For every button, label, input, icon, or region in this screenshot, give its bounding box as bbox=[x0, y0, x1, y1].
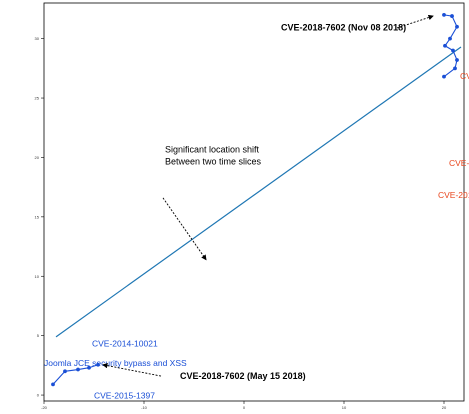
y-tick-label: 0 bbox=[37, 393, 40, 398]
series-point bbox=[87, 365, 91, 370]
series-point bbox=[450, 14, 454, 18]
plot-frame bbox=[43, 2, 465, 402]
x-tick-label: -20 bbox=[41, 405, 48, 410]
note-line: Between two time slices bbox=[165, 157, 262, 167]
series-point bbox=[455, 58, 459, 62]
y-tick-label: 10 bbox=[35, 274, 40, 279]
y-tick-label: 25 bbox=[35, 96, 40, 101]
point-label: CVE-2015-1397 bbox=[94, 391, 155, 401]
shift-line bbox=[55, 46, 462, 338]
note-arrow bbox=[162, 197, 207, 261]
marks bbox=[51, 12, 462, 387]
point-label: CVE-2018-12613 bbox=[460, 71, 469, 81]
series-point bbox=[455, 24, 459, 29]
annotation-label: CVE-2018-7602 (Nov 08 2018) bbox=[281, 22, 406, 32]
point-label: CVE-2014-10021 bbox=[92, 338, 158, 348]
series-point bbox=[442, 74, 446, 79]
y-tick-label: 15 bbox=[35, 214, 40, 219]
y-tick-label: 20 bbox=[35, 155, 40, 160]
y-tick-label: 5 bbox=[37, 333, 40, 338]
series-point bbox=[51, 382, 55, 387]
series-point bbox=[63, 369, 67, 374]
point-label: CVE-2014-3704 bbox=[438, 190, 469, 200]
labels: CVE-2018-12613 CVE-2017-3066 CVE-2014-3704… bbox=[44, 14, 469, 401]
axes: -20 -10 0 10 20 0 5 10 15 20 25 30 bbox=[35, 36, 447, 410]
note-line: Significant location shift bbox=[165, 145, 260, 155]
series-point bbox=[76, 367, 80, 372]
x-tick-label: 20 bbox=[442, 405, 447, 410]
y-tick-label: 30 bbox=[35, 36, 40, 41]
series-point bbox=[453, 66, 457, 71]
series-point bbox=[451, 48, 455, 53]
series-point bbox=[442, 12, 446, 17]
series-point bbox=[443, 43, 447, 48]
annotation-label: CVE-2018-7602 (May 15 2018) bbox=[180, 371, 306, 381]
point-label: Joomla JCE security bypass and XSS bbox=[44, 358, 187, 368]
x-tick-label: 10 bbox=[342, 405, 347, 410]
x-tick-label: -10 bbox=[141, 405, 148, 410]
annotation-arrow bbox=[396, 14, 434, 29]
annotation-arrow bbox=[102, 362, 162, 377]
series-point bbox=[448, 36, 452, 41]
point-label: CVE-2017-3066 bbox=[449, 158, 469, 168]
x-tick-label: 0 bbox=[243, 405, 246, 410]
series-point bbox=[96, 362, 100, 367]
